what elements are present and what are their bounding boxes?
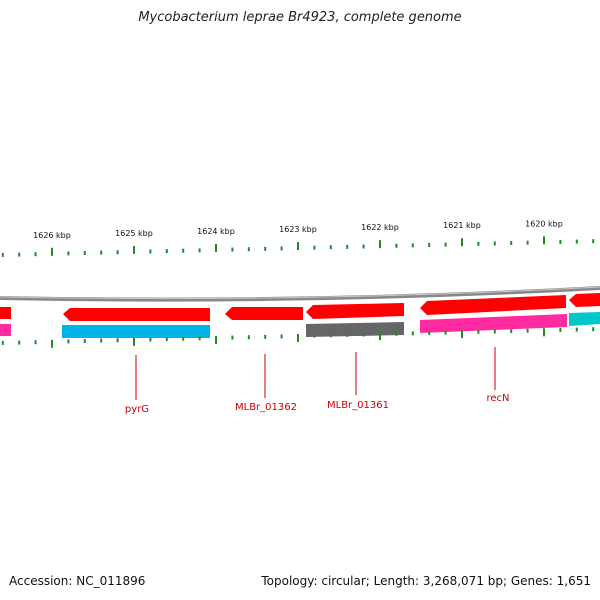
tick-label: 1623 kbp xyxy=(279,225,317,234)
cds-reverse-gray[interactable] xyxy=(306,322,404,337)
map-title: Mycobacterium leprae Br4923, complete ge… xyxy=(138,10,462,25)
gene-label-recN: recN xyxy=(486,393,509,404)
tick-label: 1622 kbp xyxy=(361,223,399,232)
cds-forward-edge-right[interactable] xyxy=(569,293,600,307)
genome-summary-text: Topology: circular; Length: 3,268,071 bp… xyxy=(261,574,591,588)
inner-tick-row xyxy=(1,327,595,348)
genome-backbone xyxy=(0,286,600,302)
tick-label: 1620 kbp xyxy=(525,219,563,228)
accession-text: Accession: NC_011896 xyxy=(9,574,146,588)
cds-reverse-blue[interactable] xyxy=(62,325,210,338)
tick-label: 1626 kbp xyxy=(33,231,71,240)
tick-label-row: 1626 kbp 1625 kbp 1624 kbp 1623 kbp 1622 kbp… xyxy=(33,219,563,239)
gene-label-mlbr01362: MLBr_01362 xyxy=(235,402,297,413)
cds-reverse-pink[interactable] xyxy=(420,314,567,333)
cds-forward-mlbr01361[interactable] xyxy=(306,303,404,319)
forward-strand-features xyxy=(0,293,600,321)
tick-label: 1624 kbp xyxy=(197,227,235,236)
cds-forward-mlbr01362[interactable] xyxy=(225,307,303,320)
cds-reverse-teal[interactable] xyxy=(569,312,600,326)
cds-reverse-edge-left[interactable] xyxy=(0,324,11,336)
cds-forward-pyrG[interactable] xyxy=(63,308,210,321)
gene-label-lines xyxy=(135,347,496,400)
tick-label: 1621 kbp xyxy=(443,221,481,230)
genome-backbone-highlight xyxy=(0,286,600,300)
cds-forward-recN[interactable] xyxy=(420,295,566,315)
gene-label-pyrG: pyrG xyxy=(125,404,149,415)
cds-forward-edge-left[interactable] xyxy=(0,307,11,319)
tick-label: 1625 kbp xyxy=(115,229,153,238)
gene-label-mlbr01361: MLBr_01361 xyxy=(327,400,389,411)
outer-tick-row xyxy=(1,236,595,257)
